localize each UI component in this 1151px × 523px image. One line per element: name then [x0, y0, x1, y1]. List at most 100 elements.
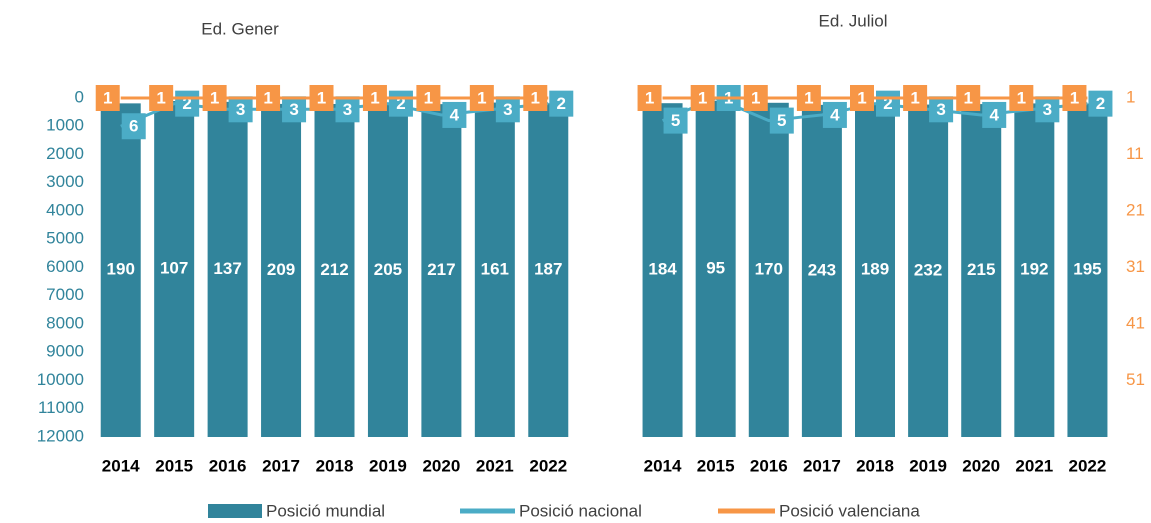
data-label-box [202, 85, 227, 111]
line-value-label: 2 [1096, 94, 1105, 113]
line-value-label: 3 [289, 100, 298, 119]
line-value-label: 4 [450, 105, 460, 124]
chart-title: Ed. Juliol [819, 11, 888, 30]
bar [748, 102, 789, 438]
bar-value-label: 107 [160, 258, 188, 277]
data-label-box [850, 85, 874, 111]
data-label-box [228, 96, 253, 123]
data-label-box [663, 107, 688, 134]
bar [100, 103, 141, 438]
bar-value-label: 205 [374, 260, 402, 279]
legend-label: Posició valenciana [779, 501, 920, 520]
data-label-box [121, 113, 146, 140]
bar-value-label: 137 [213, 259, 241, 278]
bar [642, 103, 683, 437]
y-tick-label: 2000 [46, 144, 84, 163]
data-label-box [822, 101, 847, 128]
line-value-label: 5 [671, 111, 680, 130]
x-tick-label: 2022 [529, 456, 567, 475]
data-label-box [388, 90, 413, 117]
data-label-box [796, 85, 821, 111]
x-tick-label: 2017 [803, 456, 841, 475]
bar [801, 104, 842, 438]
bar [1014, 103, 1055, 437]
bar-value-label: 195 [1073, 260, 1101, 279]
y-tick-label: 4000 [46, 200, 84, 219]
y2-tick-label: 31 [1126, 257, 1145, 276]
y-tick-label: 3000 [46, 172, 84, 191]
data-label-box [495, 96, 520, 123]
line-value-label: 1 [910, 88, 919, 107]
data-label-box [335, 96, 360, 123]
bar [421, 104, 462, 437]
x-tick-label: 2017 [262, 456, 300, 475]
bar-value-label: 209 [267, 260, 295, 279]
bar-value-label: 217 [427, 260, 455, 279]
bar [908, 104, 949, 437]
line-value-label: 1 [370, 88, 379, 107]
y-tick-label: 5000 [46, 229, 84, 248]
x-tick-label: 2018 [856, 456, 894, 475]
bar-value-label: 243 [808, 260, 836, 279]
line-value-label: 4 [830, 105, 840, 124]
y2-tick-label: 11 [1126, 144, 1144, 163]
bar [314, 103, 355, 437]
line-value-label: 3 [1043, 100, 1052, 119]
line-value-label: 1 [424, 88, 433, 107]
bar [261, 103, 302, 438]
data-label-box [743, 85, 768, 111]
bar-value-label: 215 [967, 260, 995, 279]
bar [474, 102, 515, 437]
data-label-box [149, 85, 174, 111]
y2-tick-label: 41 [1126, 313, 1145, 332]
line-series: 515 42 3 4 3 2 [661, 85, 1113, 134]
data-label-box [416, 85, 441, 111]
bar-series: 190 107 137 209 212 205 217 161 187 [100, 101, 569, 438]
data-label-box [982, 101, 1007, 128]
data-label-box [690, 85, 715, 111]
y2-tick-label: 21 [1126, 200, 1145, 219]
y-tick-label: 11000 [38, 398, 84, 417]
data-label-box [1035, 96, 1060, 123]
line-value-label: 5 [777, 111, 786, 130]
bar [961, 104, 1002, 437]
x-tick-label: 2018 [316, 456, 354, 475]
line-value-label: 4 [989, 105, 999, 124]
data-label-box [903, 85, 928, 111]
x-tick-label: 2020 [962, 456, 1000, 475]
data-label-box [549, 90, 574, 117]
line-value-label: 1 [804, 88, 813, 107]
x-tick-label: 2022 [1069, 456, 1107, 475]
line-value-label: 1 [857, 88, 866, 107]
bar-value-label: 187 [534, 260, 562, 279]
bar-value-label: 232 [914, 260, 942, 279]
line-value-label: 1 [1017, 88, 1026, 107]
legend-swatch [208, 504, 262, 518]
bar [207, 101, 248, 438]
line-series: 1 1 1 1 1 1 1 1 1 [95, 85, 549, 111]
x-tick-label: 2019 [909, 456, 947, 475]
bar-value-label: 212 [320, 260, 348, 279]
line-value-label: 6 [129, 117, 138, 136]
y2-tick-label: 1 [1126, 87, 1135, 106]
bar-value-label: 189 [861, 260, 889, 279]
data-label-box [362, 85, 387, 111]
bar [528, 103, 569, 438]
chart-title: Ed. Gener [201, 19, 279, 38]
data-label-box [769, 107, 794, 134]
y-tick-label: 0 [75, 87, 84, 106]
data-label-box [523, 85, 548, 111]
x-tick-label: 2020 [422, 456, 460, 475]
x-tick-label: 2015 [155, 456, 193, 475]
y-tick-label: 7000 [46, 285, 84, 304]
data-label-box [442, 101, 467, 128]
line-value-label: 1 [751, 88, 760, 107]
legend-label: Posició nacional [519, 501, 642, 520]
line-value-label: 1 [645, 88, 654, 107]
x-tick-label: 2015 [697, 456, 735, 475]
data-label-box [282, 96, 307, 123]
bar [367, 103, 408, 437]
bar [695, 100, 736, 437]
x-tick-label: 2016 [209, 456, 247, 475]
data-label-box [637, 85, 662, 111]
